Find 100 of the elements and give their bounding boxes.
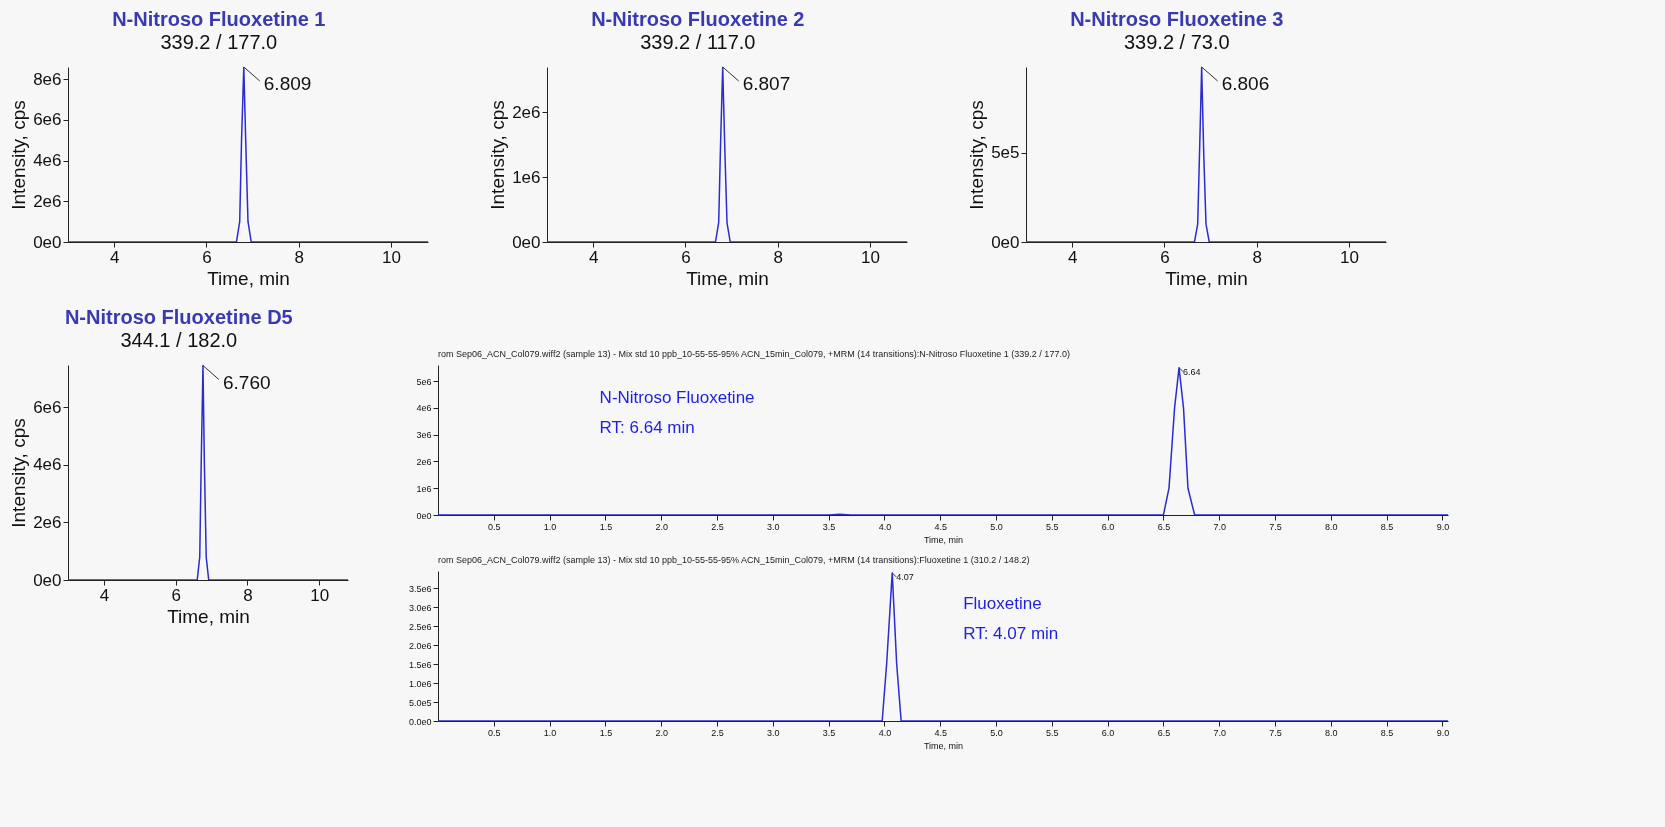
x-tick-label: 2.5 xyxy=(711,521,724,532)
y-axis-title: Intensity, cps xyxy=(487,100,509,210)
x-tick-label: 4.0 xyxy=(878,521,892,532)
x-tick-label: 4.0 xyxy=(878,727,892,738)
x-tick-label: 6 xyxy=(171,585,181,605)
annotation: 4.07 xyxy=(896,571,914,582)
annotation: N-Nitroso Fluoxetine xyxy=(599,388,755,407)
y-tick-label: 4e6 xyxy=(33,151,62,171)
annotation: Fluoxetine xyxy=(963,594,1042,613)
y-axis-title: Intensity, cps xyxy=(8,418,30,528)
x-tick-label: 3.0 xyxy=(767,727,780,738)
x-tick-label: 5.0 xyxy=(990,521,1003,532)
x-tick-label: 5.5 xyxy=(1046,727,1059,738)
chart-subtitle: 339.2 / 117.0 xyxy=(640,30,756,53)
chart-title: rom Sep06_ACN_Col079.wiff2 (sample 13) - Mix std 10 ppb_10-55-55-95% ACN_15min_Col079, +MRM (14 transitions):Fluoxetine 1 (310.2 / 148.2) xyxy=(438,555,1030,565)
x-tick-label: 1.0 xyxy=(543,727,557,738)
y-tick-label: 2e6 xyxy=(33,191,62,211)
x-tick-label: 2.5 xyxy=(711,727,724,738)
y-tick-label: 8e6 xyxy=(33,69,62,89)
x-tick-label: 10 xyxy=(861,247,881,267)
y-tick-label: 0.0e0 xyxy=(408,716,432,727)
annotation: 6.807 xyxy=(742,73,791,94)
x-tick-label: 4 xyxy=(109,247,120,267)
y-tick-label: 0e0 xyxy=(33,570,62,590)
chart-title: rom Sep06_ACN_Col079.wiff2 (sample 13) - Mix std 10 ppb_10-55-55-95% ACN_15min_Col079, +MRM (14 transitions):N-Nitroso Fluoxetine 1 (339.2 / 177.0) xyxy=(438,349,1070,359)
y-axis-title: Intensity, cps xyxy=(966,100,988,210)
x-tick-label: 7.0 xyxy=(1213,521,1226,532)
x-tick-label: 0.5 xyxy=(488,727,501,738)
x-tick-label: 2.0 xyxy=(655,521,668,532)
y-tick-label: 5e6 xyxy=(416,376,432,387)
x-axis-title: Time, min xyxy=(923,740,964,751)
x-tick-label: 9.0 xyxy=(1436,727,1450,738)
x-tick-label: 5.0 xyxy=(990,727,1003,738)
x-tick-label: 8.5 xyxy=(1380,727,1394,738)
x-tick-label: 6.5 xyxy=(1157,727,1171,738)
x-tick-label: 6.5 xyxy=(1157,521,1171,532)
x-tick-label: 4.5 xyxy=(934,521,947,532)
chart-subtitle: 344.1 / 182.0 xyxy=(120,329,238,351)
x-tick-label: 8.0 xyxy=(1325,521,1338,532)
y-tick-label: 1.5e6 xyxy=(408,659,432,670)
annotation: RT: 6.64 min xyxy=(599,418,695,437)
y-tick-label: 2.0e6 xyxy=(408,640,432,651)
annotation: RT: 4.07 min xyxy=(963,624,1059,643)
x-tick-label: 1.5 xyxy=(599,727,613,738)
y-tick-label: 2e6 xyxy=(416,456,432,467)
x-tick-label: 8 xyxy=(773,247,783,267)
chart-title: N-Nitroso Fluoxetine 2 xyxy=(591,7,805,30)
x-tick-label: 6 xyxy=(1160,247,1170,267)
x-tick-label: 8.5 xyxy=(1380,521,1394,532)
y-tick-label: 3e6 xyxy=(416,430,432,441)
x-tick-label: 8 xyxy=(1252,247,1262,267)
x-tick-label: 6 xyxy=(681,247,691,267)
x-tick-label: 2.0 xyxy=(655,727,668,738)
x-tick-label: 4 xyxy=(99,585,110,605)
x-tick-label: 7.5 xyxy=(1269,727,1282,738)
x-tick-label: 4 xyxy=(588,247,599,267)
x-tick-label: 10 xyxy=(1340,247,1360,267)
y-tick-label: 1.0e6 xyxy=(408,678,432,689)
x-tick-label: 10 xyxy=(310,585,330,605)
y-tick-label: 0e0 xyxy=(416,510,432,521)
annotation: 6.64 xyxy=(1183,366,1201,377)
x-tick-label: 3.5 xyxy=(822,727,836,738)
y-tick-label: 2e6 xyxy=(512,102,541,122)
annotation: 6.809 xyxy=(263,73,312,94)
x-tick-label: 5.5 xyxy=(1046,521,1059,532)
x-tick-label: 7.0 xyxy=(1213,727,1226,738)
x-tick-label: 3.0 xyxy=(767,521,780,532)
y-tick-label: 4e6 xyxy=(416,403,432,414)
x-tick-label: 6 xyxy=(202,247,212,267)
x-tick-label: 9.0 xyxy=(1436,521,1450,532)
y-tick-label: 0e0 xyxy=(33,232,62,252)
x-tick-label: 8 xyxy=(294,247,304,267)
chart-subtitle: 339.2 / 177.0 xyxy=(160,30,278,53)
y-tick-label: 1e6 xyxy=(512,167,541,187)
x-axis-title: Time, min xyxy=(923,534,964,545)
x-tick-label: 4 xyxy=(1067,247,1078,267)
y-tick-label: 1e6 xyxy=(416,483,432,494)
x-axis-title: Time, min xyxy=(207,267,290,289)
x-tick-label: 1.0 xyxy=(543,521,557,532)
annotation: 6.806 xyxy=(1221,73,1270,94)
x-tick-label: 0.5 xyxy=(488,521,501,532)
x-axis-title: Time, min xyxy=(167,605,250,627)
x-axis-title: Time, min xyxy=(686,267,769,289)
x-tick-label: 7.5 xyxy=(1269,521,1282,532)
x-tick-label: 6.0 xyxy=(1101,727,1115,738)
annotation: 6.760 xyxy=(222,371,271,393)
x-axis-title: Time, min xyxy=(1165,267,1248,289)
chart-title: N-Nitroso Fluoxetine 1 xyxy=(112,7,326,30)
y-tick-label: 0e0 xyxy=(512,232,541,252)
y-tick-label: 5.0e5 xyxy=(408,697,432,708)
y-tick-label: 6e6 xyxy=(33,110,62,130)
chart-title: N-Nitroso Fluoxetine 3 xyxy=(1070,7,1284,30)
y-tick-label: 5e5 xyxy=(991,143,1020,163)
y-tick-label: 3.0e6 xyxy=(408,602,432,613)
y-tick-label: 3.5e6 xyxy=(408,583,432,594)
x-tick-label: 4.5 xyxy=(934,727,947,738)
y-tick-label: 2.5e6 xyxy=(408,621,432,632)
x-tick-label: 8 xyxy=(243,585,253,605)
y-tick-label: 2e6 xyxy=(33,512,62,532)
x-tick-label: 3.5 xyxy=(822,521,836,532)
